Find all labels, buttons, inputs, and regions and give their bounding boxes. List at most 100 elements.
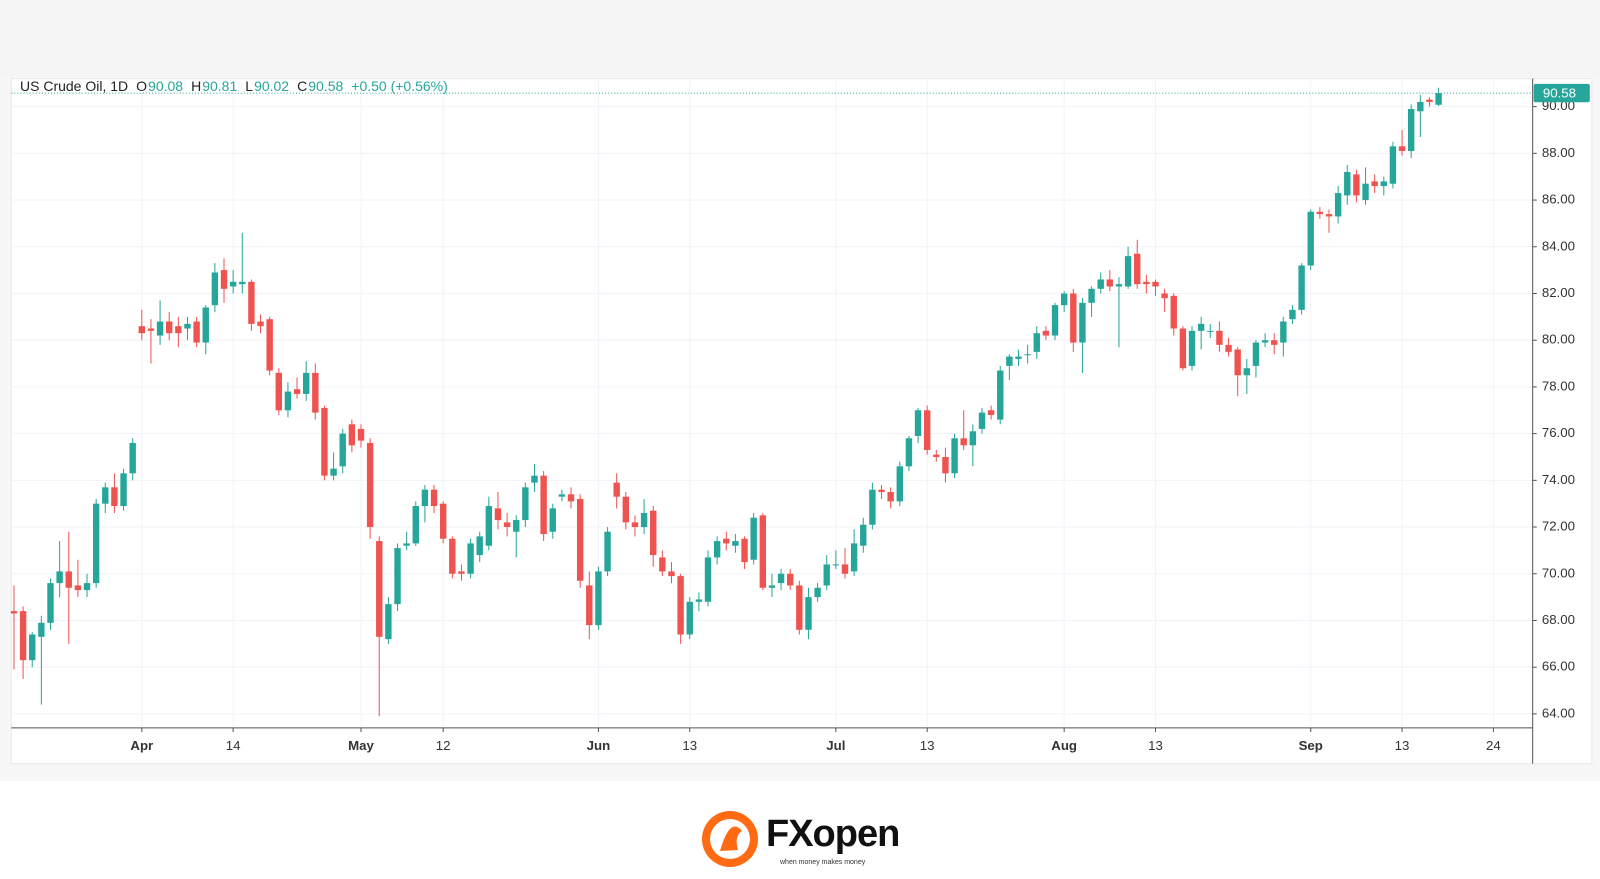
candle-body [869, 489, 876, 525]
candle-body [1252, 342, 1260, 366]
candle-body [1334, 193, 1342, 217]
candle-body [83, 583, 91, 591]
candle-body [713, 541, 721, 558]
candle-body [1426, 99, 1433, 102]
ohlc-key: L [245, 78, 254, 94]
ohlc-key: O [136, 78, 148, 94]
candle-body [787, 573, 794, 586]
candle-body [302, 372, 310, 394]
candle-body [732, 541, 739, 546]
candle-body [10, 611, 18, 614]
candle-body [1316, 211, 1324, 215]
candle-body [668, 571, 675, 577]
candle-body [430, 489, 438, 507]
logo: FXopen when money makes money [702, 811, 900, 867]
candle-body [841, 564, 849, 574]
y-tick-label: 70.00 [1542, 565, 1575, 580]
y-tick-label: 72.00 [1542, 519, 1575, 534]
logo-name: FXopen [766, 813, 899, 855]
x-tick-label: 12 [436, 738, 451, 753]
candle-body [1234, 349, 1241, 376]
candle-body [659, 557, 666, 572]
candle-body [421, 489, 429, 507]
candle-body [923, 410, 931, 450]
candle-body [1106, 279, 1114, 287]
y-tick-label: 88.00 [1542, 145, 1575, 160]
candle-body [522, 487, 529, 521]
candle-body [385, 604, 392, 640]
y-tick-label: 80.00 [1542, 332, 1575, 347]
ohlc-value: 90.81 [202, 78, 238, 94]
candle-body [330, 468, 337, 476]
candle-body [138, 326, 146, 334]
candle-body [92, 503, 100, 584]
candle-body [695, 599, 703, 602]
candle-body [1124, 256, 1132, 287]
candle-body [586, 585, 593, 626]
candle-body [960, 438, 967, 446]
candle-body [111, 487, 118, 507]
candle-body [576, 499, 584, 581]
candle-body [905, 438, 913, 467]
ohlc-key: H [191, 78, 202, 94]
candle-body [458, 571, 465, 574]
candle-body [1024, 354, 1031, 356]
candle-body [987, 410, 995, 415]
x-tick-label: 13 [1148, 738, 1163, 753]
candle-body [1271, 340, 1278, 345]
candle-body [942, 456, 949, 474]
y-tick-label: 68.00 [1542, 612, 1575, 627]
candle-body [914, 410, 922, 436]
candle-body [741, 538, 748, 563]
candle-body [860, 524, 867, 546]
candle-body [166, 321, 173, 334]
candle-body [348, 424, 356, 446]
candle-body [887, 492, 894, 502]
candle-body [1197, 323, 1205, 331]
candle-body [1143, 281, 1150, 285]
candle-body [129, 442, 136, 474]
candle-body [549, 508, 556, 532]
candle-body [120, 473, 127, 507]
candle-body [1289, 309, 1296, 320]
candle-body [650, 510, 657, 556]
candle-body [1097, 279, 1104, 289]
candle-body [38, 622, 45, 637]
x-tick-label: Sep [1299, 738, 1323, 753]
candle-body [193, 321, 200, 343]
x-tick-label: 14 [226, 738, 241, 753]
candle-body [1216, 330, 1223, 345]
candle-body [686, 601, 693, 635]
candle-body [284, 391, 292, 411]
candle-body [640, 513, 648, 528]
candle-body [1389, 146, 1397, 184]
candle-body [147, 328, 155, 331]
candle-body [439, 503, 447, 539]
candle-body [978, 412, 986, 429]
x-tick-label: 13 [682, 738, 697, 753]
candle-body [768, 585, 776, 588]
candle-body [896, 466, 903, 502]
candle-body [1280, 321, 1287, 343]
x-tick-label: 13 [1395, 738, 1410, 753]
candle-body [567, 494, 575, 502]
y-tick-label: 74.00 [1542, 472, 1575, 487]
candle-body [1307, 211, 1314, 266]
candle-body [933, 454, 940, 457]
y-tick-label: 78.00 [1542, 378, 1575, 393]
candle-body [1070, 293, 1077, 343]
candle-body [759, 515, 767, 588]
logo-tagline: when money makes money [779, 859, 866, 866]
candle-body [202, 307, 209, 343]
logo-icon-mark [720, 826, 742, 851]
candle-body [394, 548, 401, 605]
candle-body [750, 517, 757, 560]
candle-body [604, 531, 611, 572]
candle-body [951, 438, 958, 474]
candle-body [1398, 146, 1406, 152]
candle-body [631, 522, 639, 528]
candle-body [1088, 288, 1095, 303]
candle-body [156, 321, 164, 336]
